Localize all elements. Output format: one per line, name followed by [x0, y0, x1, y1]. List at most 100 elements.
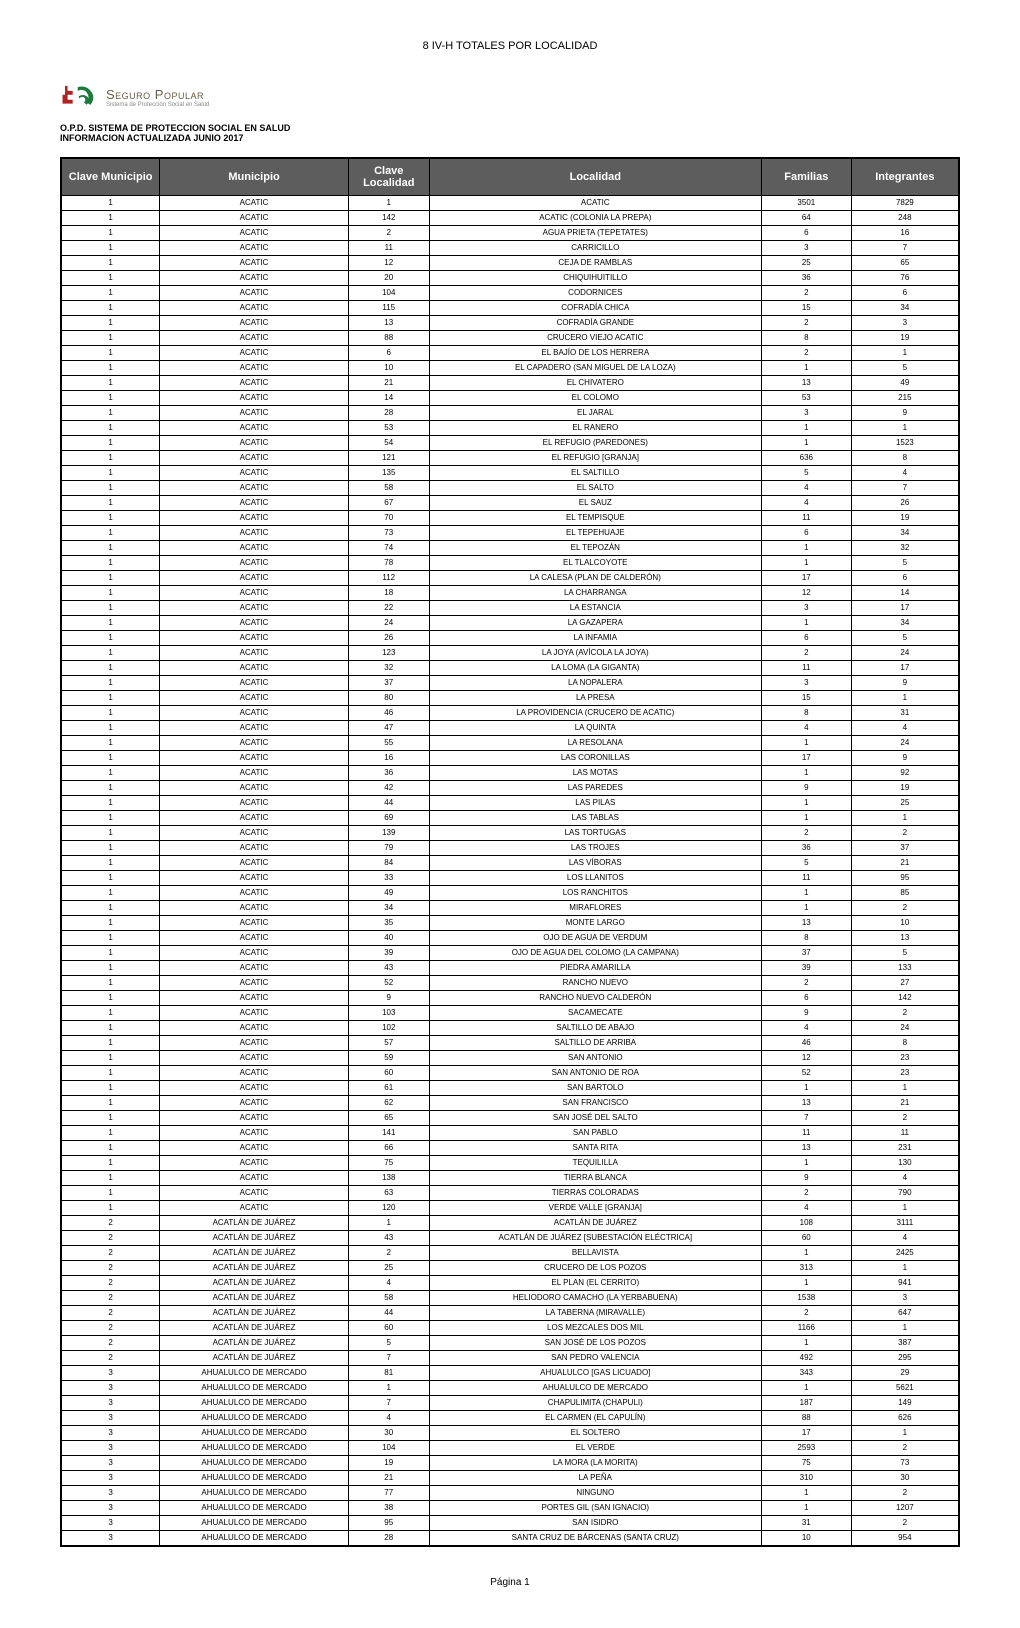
table-cell: 8: [851, 1036, 959, 1051]
table-cell: 17: [761, 1426, 851, 1441]
table-row: 1ACATIC44LAS PILAS125: [61, 796, 959, 811]
doc-title: 8 IV-H TOTALES POR LOCALIDAD: [60, 40, 960, 52]
table-cell: 1: [851, 1081, 959, 1096]
table-cell: 1: [61, 706, 160, 721]
table-cell: RANCHO NUEVO CALDERÓN: [429, 991, 761, 1006]
table-cell: EL SAUZ: [429, 496, 761, 511]
table-cell: 40: [348, 931, 429, 946]
table-cell: 15: [761, 301, 851, 316]
table-cell: LA CHARRANGA: [429, 586, 761, 601]
table-cell: LAS MOTAS: [429, 766, 761, 781]
table-cell: AHUALULCO DE MERCADO: [160, 1441, 349, 1456]
table-cell: 248: [851, 211, 959, 226]
table-cell: 2: [851, 826, 959, 841]
header-integrantes: Integrantes: [851, 158, 959, 196]
table-cell: 20: [348, 271, 429, 286]
table-cell: 9: [851, 406, 959, 421]
table-cell: ACATIC: [160, 766, 349, 781]
table-row: 1ACATIC10EL CAPADERO (SAN MIGUEL DE LA L…: [61, 361, 959, 376]
table-cell: EL BAJÍO DE LOS HERRERA: [429, 346, 761, 361]
table-row: 1ACATIC70EL TEMPISQUE1119: [61, 511, 959, 526]
table-cell: 1: [61, 721, 160, 736]
table-row: 3AHUALULCO DE MERCADO38PORTES GIL (SAN I…: [61, 1501, 959, 1516]
table-cell: 1: [851, 1426, 959, 1441]
table-cell: 16: [348, 751, 429, 766]
table-cell: 121: [348, 451, 429, 466]
table-cell: 2: [61, 1231, 160, 1246]
table-cell: 4: [851, 721, 959, 736]
table-cell: 1: [761, 436, 851, 451]
table-cell: 4: [761, 1201, 851, 1216]
org-line2: INFORMACION ACTUALIZADA JUNIO 2017: [60, 133, 960, 143]
table-cell: 1: [61, 1051, 160, 1066]
table-row: 3AHUALULCO DE MERCADO1AHUALULCO DE MERCA…: [61, 1381, 959, 1396]
table-cell: 2: [761, 1306, 851, 1321]
table-cell: 55: [348, 736, 429, 751]
table-cell: 39: [348, 946, 429, 961]
table-cell: 231: [851, 1141, 959, 1156]
table-row: 1ACATIC79LAS TROJES3637: [61, 841, 959, 856]
table-cell: 310: [761, 1471, 851, 1486]
table-cell: 104: [348, 1441, 429, 1456]
table-cell: 24: [851, 736, 959, 751]
table-cell: 1: [61, 616, 160, 631]
table-cell: 8: [851, 451, 959, 466]
table-cell: 1: [61, 421, 160, 436]
table-cell: 4: [851, 1171, 959, 1186]
table-cell: EL CHIVATERO: [429, 376, 761, 391]
table-cell: 54: [348, 436, 429, 451]
table-cell: EL CARMEN (EL CAPULÍN): [429, 1411, 761, 1426]
header-municipio: Municipio: [160, 158, 349, 196]
table-cell: 4: [761, 496, 851, 511]
table-cell: 149: [851, 1396, 959, 1411]
table-cell: 8: [761, 931, 851, 946]
table-row: 1ACATIC53EL RANERO11: [61, 421, 959, 436]
table-cell: 1: [761, 1246, 851, 1261]
table-cell: SAN PABLO: [429, 1126, 761, 1141]
table-cell: 1: [61, 361, 160, 376]
table-cell: EL SOLTERO: [429, 1426, 761, 1441]
table-cell: 32: [348, 661, 429, 676]
table-cell: 13: [761, 1096, 851, 1111]
table-cell: 1207: [851, 1501, 959, 1516]
table-cell: ACATIC: [160, 796, 349, 811]
table-cell: 295: [851, 1351, 959, 1366]
table-row: 1ACATIC115COFRADÍA CHICA1534: [61, 301, 959, 316]
table-cell: AGUA PRIETA (TEPETATES): [429, 226, 761, 241]
table-cell: 2: [61, 1291, 160, 1306]
table-cell: 1: [761, 901, 851, 916]
table-cell: 2: [761, 646, 851, 661]
table-cell: 11: [761, 511, 851, 526]
table-cell: 1: [61, 646, 160, 661]
table-cell: 61: [348, 1081, 429, 1096]
table-cell: ACATIC: [160, 946, 349, 961]
table-cell: AHUALULCO DE MERCADO: [160, 1426, 349, 1441]
table-row: 1ACATIC32LA LOMA (LA GIGANTA)1117: [61, 661, 959, 676]
table-cell: 23: [851, 1066, 959, 1081]
table-cell: 2: [348, 226, 429, 241]
table-row: 1ACATIC141SAN PABLO1111: [61, 1126, 959, 1141]
table-row: 1ACATIC24LA GAZAPERA134: [61, 616, 959, 631]
table-cell: LA JOYA (AVÍCOLA LA JOYA): [429, 646, 761, 661]
table-cell: 1: [851, 811, 959, 826]
table-cell: ACATIC: [160, 826, 349, 841]
table-cell: 11: [761, 871, 851, 886]
table-cell: 1: [61, 1126, 160, 1141]
table-cell: 4: [348, 1411, 429, 1426]
table-cell: 14: [851, 586, 959, 601]
table-cell: 43: [348, 1231, 429, 1246]
table-cell: 39: [761, 961, 851, 976]
table-cell: 31: [761, 1516, 851, 1531]
table-cell: 2: [851, 1111, 959, 1126]
table-cell: ACATIC: [160, 1141, 349, 1156]
table-row: 1ACATIC135EL SALTILLO54: [61, 466, 959, 481]
table-cell: 53: [761, 391, 851, 406]
table-cell: 1: [61, 766, 160, 781]
table-cell: 65: [851, 256, 959, 271]
table-cell: 138: [348, 1171, 429, 1186]
table-row: 1ACATIC34MIRAFLORES12: [61, 901, 959, 916]
header-clave-municipio: Clave Municipio: [61, 158, 160, 196]
table-cell: 1: [61, 916, 160, 931]
table-cell: 1: [61, 856, 160, 871]
table-cell: ACATIC: [160, 526, 349, 541]
